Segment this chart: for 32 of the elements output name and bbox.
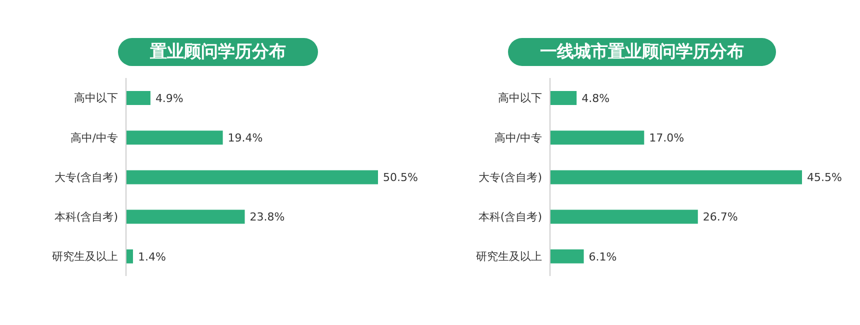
bar xyxy=(550,170,802,184)
bar xyxy=(550,210,698,224)
bar xyxy=(126,91,150,105)
y-tick-label: 研究生及以上 xyxy=(52,250,118,264)
bar xyxy=(126,249,133,264)
y-tick-label: 大专(含自考) xyxy=(478,170,542,184)
data-label: 1.4% xyxy=(138,250,166,264)
y-tick-label: 本科(含自考) xyxy=(54,210,118,224)
y-tick-label: 高中以下 xyxy=(498,92,542,105)
data-label: 4.9% xyxy=(155,92,184,105)
data-label: 6.1% xyxy=(588,250,617,264)
data-label: 45.5% xyxy=(807,171,842,184)
y-tick-label: 高中/中专 xyxy=(70,131,118,144)
y-tick-label: 研究生及以上 xyxy=(476,250,542,264)
data-label: 26.7% xyxy=(702,210,738,224)
data-label: 50.5% xyxy=(383,171,418,184)
data-label: 17.0% xyxy=(649,132,684,145)
chart-title: 一线城市置业顾问学历分布 xyxy=(508,38,776,66)
y-tick-label: 高中/中专 xyxy=(494,131,542,144)
y-tick-label: 大专(含自考) xyxy=(54,170,118,184)
bar xyxy=(126,210,245,224)
bar xyxy=(550,130,644,145)
chart-title: 置业顾问学历分布 xyxy=(118,38,318,66)
bar xyxy=(126,170,378,184)
data-label: 23.8% xyxy=(250,210,285,224)
bar xyxy=(550,249,584,264)
y-tick-label: 高中以下 xyxy=(74,92,118,105)
y-tick-label: 本科(含自考) xyxy=(478,210,542,224)
bar xyxy=(126,130,223,145)
bar xyxy=(550,91,577,105)
data-label: 19.4% xyxy=(228,132,263,145)
data-label: 4.8% xyxy=(582,92,610,105)
